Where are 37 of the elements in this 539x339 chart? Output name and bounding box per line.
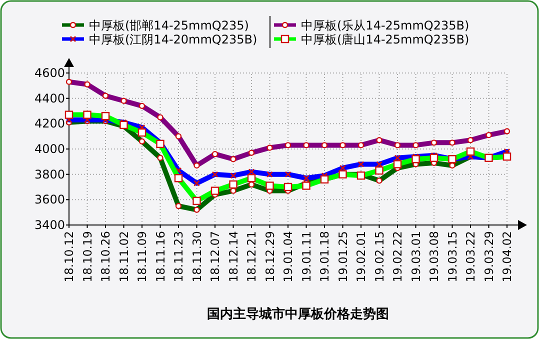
x-tick-label: 18.10.12 [62, 231, 76, 282]
x-tick-label: 19.01.04 [281, 231, 295, 282]
y-tick-label: 4200 [34, 116, 65, 131]
legend-label: 中厚板(邯郸14-25mmQ235) [89, 18, 249, 32]
x-tick-label: 18.10.26 [98, 231, 112, 282]
x-tick-label: 19.04.02 [500, 231, 514, 282]
legend-label: 中厚板(乐从14-25mmQ235B) [301, 18, 470, 32]
x-tick-label: 19.03.29 [482, 231, 496, 282]
legend-label: 中厚板(江阴14-20mmQ235B) [89, 32, 258, 46]
x-tick-label: 19.01.18 [318, 231, 332, 282]
x-tick-label: 19.02.01 [354, 231, 368, 282]
x-tick-label: 18.10.19 [80, 231, 94, 282]
x-tick-label: 19.01.11 [299, 231, 314, 282]
x-tick-label: 19.03.22 [464, 231, 478, 282]
x-tick-label: 18.11.16 [153, 231, 168, 282]
x-tick-label: 18.12.14 [226, 231, 240, 282]
x-tick-label: 18.11.30 [190, 231, 204, 282]
x-tick-label: 18.12.07 [208, 231, 222, 282]
x-tick-label: 18.11.02 [116, 231, 131, 282]
x-tick-label: 18.11.09 [135, 231, 149, 282]
legend-label: 中厚板(唐山14-25mmQ235B) [301, 32, 470, 46]
x-tick-label: 18.12.29 [262, 231, 277, 282]
x-tick-label: 19.03.01 [408, 231, 423, 282]
y-tick-label: 3600 [34, 192, 65, 207]
text: 国内主导城市中厚板价格走势图 [207, 306, 389, 322]
x-tick-label: 19.01.25 [336, 231, 350, 282]
y-tick-label: 3400 [34, 218, 65, 232]
x-tick-label: 18.12.21 [244, 231, 258, 282]
x-tick-label: 18.11.23 [172, 231, 186, 282]
x-tick-label: 19.02.22 [390, 231, 404, 282]
x-tick-label: 19.03.15 [445, 231, 460, 282]
y-tick-label: 4600 [34, 66, 65, 80]
x-tick-label: 19.02.15 [372, 231, 386, 282]
y-tick-label: 4400 [34, 91, 65, 106]
y-tick-label: 3800 [34, 167, 65, 182]
x-tick-label: 19.03.08 [427, 231, 441, 282]
y-tick-label: 4000 [34, 142, 65, 156]
